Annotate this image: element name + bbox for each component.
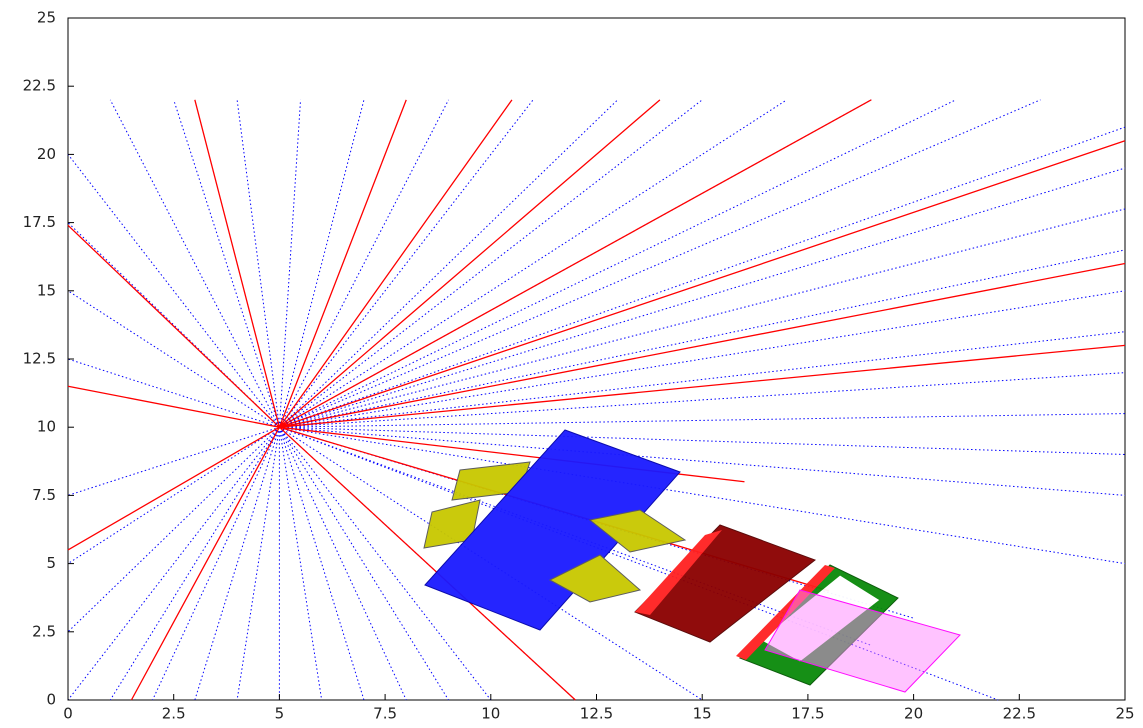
y-tick-label: 15 xyxy=(37,281,56,299)
x-tick-label: 0 xyxy=(63,705,73,723)
y-tick-label: 0 xyxy=(46,691,56,709)
page: {"chart_data": {"type": "tracks", "xlim"… xyxy=(0,0,1143,728)
y-tick-label: 7.5 xyxy=(32,486,56,504)
y-tick-label: 20 xyxy=(37,145,56,163)
y-tick-label: 12.5 xyxy=(23,350,56,368)
x-tick-label: 5 xyxy=(275,705,285,723)
x-tick-label: 17.5 xyxy=(791,705,824,723)
y-tick-label: 25 xyxy=(37,9,56,27)
x-tick-label: 25 xyxy=(1115,705,1134,723)
x-tick-label: 7.5 xyxy=(373,705,397,723)
x-tick-label: 12.5 xyxy=(580,705,613,723)
x-tick-label: 2.5 xyxy=(162,705,186,723)
y-tick-label: 2.5 xyxy=(32,622,56,640)
y-tick-label: 10 xyxy=(37,418,56,436)
y-tick-label: 5 xyxy=(46,554,56,572)
x-tick-label: 20 xyxy=(904,705,923,723)
x-tick-label: 22.5 xyxy=(1003,705,1036,723)
chart: 0 2.5 5 7.5 10 12.5 15 17.5 20 22.5 25 0 2.5 5 7.5 10 12… xyxy=(0,0,1143,724)
y-tick-label: 22.5 xyxy=(23,77,56,95)
x-tick-label: 10 xyxy=(481,705,500,723)
x-tick-label: 15 xyxy=(693,705,712,723)
y-tick-label: 17.5 xyxy=(23,213,56,231)
